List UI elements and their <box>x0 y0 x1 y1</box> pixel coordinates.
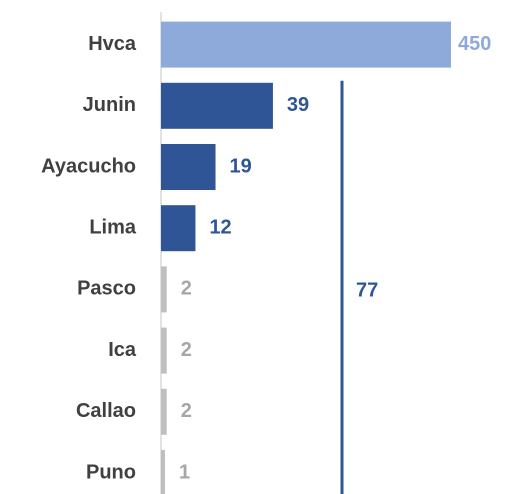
value-label: 39 <box>287 94 309 116</box>
bracket-label: 77 <box>356 279 378 301</box>
value-label: 1 <box>179 461 190 483</box>
value-label: 450 <box>458 33 491 55</box>
bar <box>161 205 196 252</box>
bar <box>161 21 451 68</box>
category-label: Pasco <box>77 278 136 300</box>
bar <box>161 450 165 494</box>
value-label: 2 <box>181 400 192 422</box>
category-label: Lima <box>89 216 137 238</box>
bar <box>161 144 216 190</box>
value-label: 2 <box>181 339 192 361</box>
value-label: 19 <box>230 155 252 177</box>
category-label: Callao <box>76 400 136 422</box>
bar <box>161 388 167 435</box>
value-label: 12 <box>209 216 231 238</box>
value-label: 2 <box>181 278 192 300</box>
bar <box>161 266 167 313</box>
category-label: Hvca <box>88 33 137 55</box>
category-label: Puno <box>86 461 136 483</box>
category-label: Ica <box>108 339 137 361</box>
category-label: Ayacucho <box>41 155 136 177</box>
bar <box>161 82 273 129</box>
category-label: Junin <box>83 94 136 116</box>
bar <box>161 327 167 374</box>
